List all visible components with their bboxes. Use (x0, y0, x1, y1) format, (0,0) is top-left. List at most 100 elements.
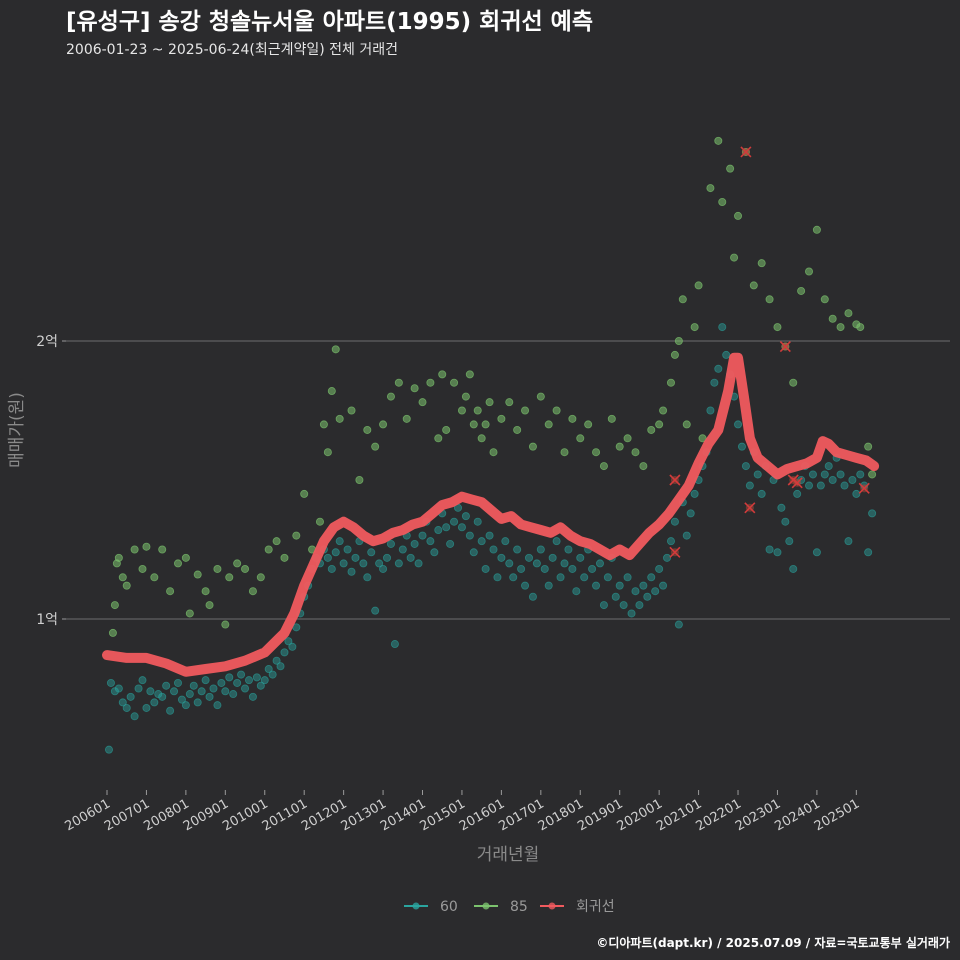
data-point-60 (572, 587, 581, 596)
data-point-85 (108, 628, 117, 637)
data-point-85 (576, 434, 585, 443)
data-point-85 (812, 225, 821, 234)
data-point-85 (521, 406, 530, 415)
data-point-60 (635, 601, 644, 610)
data-point-85 (678, 295, 687, 304)
data-point-60 (651, 587, 660, 596)
data-point-60 (371, 606, 380, 615)
data-point-60 (852, 489, 861, 498)
data-point-60 (457, 523, 466, 532)
data-point-60 (339, 559, 348, 568)
data-point-60 (477, 537, 486, 546)
data-point-60 (280, 648, 289, 657)
data-point-60 (647, 573, 656, 582)
data-point-85 (418, 398, 427, 407)
legend-key-dot (548, 902, 556, 910)
data-point-85 (505, 398, 514, 407)
data-point-60 (398, 545, 407, 554)
data-point-85 (682, 420, 691, 429)
data-point-60 (659, 581, 668, 590)
data-point-60 (473, 517, 482, 526)
data-point-85 (371, 442, 380, 451)
data-point-60 (237, 670, 246, 679)
data-point-85 (670, 350, 679, 359)
data-point-60 (840, 481, 849, 490)
data-point-60 (623, 573, 632, 582)
data-point-60 (323, 553, 332, 562)
data-point-85 (623, 434, 632, 443)
outlier-marker (669, 474, 681, 486)
chart-title: [유성구] 송강 청솔뉴서울 아파트(1995) 회귀선 예측 (66, 9, 593, 35)
data-point-85 (536, 392, 545, 401)
x-axis-title: 거래년월 (477, 845, 540, 865)
data-point-85 (469, 420, 478, 429)
data-point-60 (221, 687, 230, 696)
data-point-60 (556, 573, 565, 582)
data-point-85 (797, 286, 806, 295)
data-point-60 (264, 665, 273, 674)
data-point-60 (789, 564, 798, 573)
data-point-60 (386, 539, 395, 548)
data-point-85 (233, 559, 242, 568)
data-point-85 (363, 425, 372, 434)
data-point-85 (714, 136, 723, 145)
data-point-60 (824, 462, 833, 471)
regression-line-path (102, 352, 880, 677)
series-60-points (104, 323, 877, 754)
data-point-60 (343, 545, 352, 554)
data-point-60 (150, 698, 159, 707)
data-point-60 (564, 545, 573, 554)
data-point-60 (820, 470, 829, 479)
data-point-85 (457, 406, 466, 415)
data-point-85 (331, 345, 340, 354)
data-point-85 (434, 434, 443, 443)
legend-item: 85 (474, 899, 528, 915)
source-caption: ©디아파트(dapt.kr) / 2025.07.09 / 자료=국토교통부 실… (596, 935, 950, 950)
data-point-60 (560, 559, 569, 568)
data-point-60 (134, 684, 143, 693)
outlier-cross-b (858, 482, 870, 494)
data-point-60 (552, 537, 561, 546)
data-point-60 (544, 581, 553, 590)
legend-key-dot (482, 902, 490, 910)
data-point-85 (864, 442, 873, 451)
data-point-60 (375, 559, 384, 568)
data-point-85 (272, 537, 281, 546)
data-point-60 (856, 470, 865, 479)
data-point-85 (205, 601, 214, 610)
data-point-60 (122, 703, 131, 712)
data-point-60 (663, 553, 672, 562)
data-point-60 (461, 512, 470, 521)
data-point-85 (264, 545, 273, 554)
data-point-60 (106, 678, 115, 687)
outlier-marker (740, 146, 752, 158)
data-point-60 (521, 581, 530, 590)
data-point-85 (118, 573, 127, 582)
data-point-60 (580, 573, 589, 582)
data-point-85 (213, 564, 222, 573)
data-point-60 (627, 609, 636, 618)
data-point-85 (757, 259, 766, 268)
data-point-85 (828, 314, 837, 323)
data-point-85 (706, 184, 715, 193)
series-85-points (108, 136, 877, 637)
data-point-60 (268, 670, 277, 679)
data-point-60 (114, 684, 123, 693)
outlier-markers (669, 146, 870, 558)
data-point-85 (477, 434, 486, 443)
data-point-85 (749, 281, 758, 290)
data-point-85 (568, 414, 577, 423)
data-point-60 (229, 690, 238, 699)
data-point-60 (481, 564, 490, 573)
data-point-60 (670, 517, 679, 526)
data-point-60 (517, 564, 526, 573)
outlier-cross-b (791, 477, 803, 489)
data-point-60 (836, 470, 845, 479)
data-point-85 (114, 553, 123, 562)
data-point-85 (181, 553, 190, 562)
data-point-85 (659, 406, 668, 415)
outlier-cross-b (669, 474, 681, 486)
data-point-85 (280, 553, 289, 562)
data-point-60 (256, 681, 265, 690)
legend-label: 60 (440, 899, 458, 915)
